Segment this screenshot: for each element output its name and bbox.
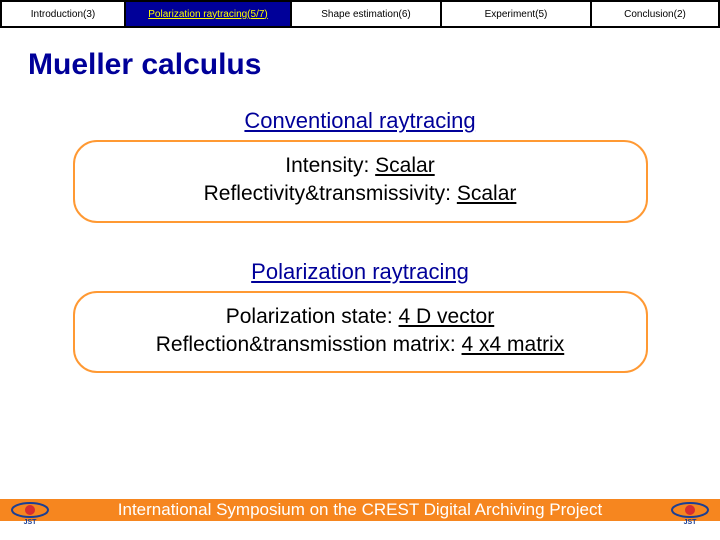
label-polarization-state: Polarization state: — [226, 305, 393, 328]
jst-logo-left-icon: JST — [10, 495, 50, 525]
nav-tabs: Introduction(3) Polarization raytracing(… — [0, 0, 720, 28]
pill-conventional: Intensity: Scalar Reflectivity&transmiss… — [73, 140, 648, 223]
footer-text: International Symposium on the CREST Dig… — [60, 500, 660, 520]
line-reflectivity: Reflectivity&transmissivity: Scalar — [101, 180, 620, 208]
value-polarization-state: 4 D vector — [399, 305, 495, 328]
pill-polarization: Polarization state: 4 D vector Reflectio… — [73, 291, 648, 374]
tab-polarization-raytracing[interactable]: Polarization raytracing(5/7) — [126, 2, 292, 26]
subtitle-conventional: Conventional raytracing — [0, 108, 720, 134]
tab-experiment[interactable]: Experiment(5) — [442, 2, 592, 26]
value-intensity: Scalar — [375, 154, 435, 177]
subtitle-polarization: Polarization raytracing — [0, 259, 720, 285]
svg-text:JST: JST — [24, 519, 38, 525]
label-reflectivity: Reflectivity&transmissivity: — [204, 182, 451, 205]
page-title: Mueller calculus — [0, 28, 720, 82]
line-rt-matrix: Reflection&transmisstion matrix: 4 x4 ma… — [101, 331, 620, 359]
tab-conclusion[interactable]: Conclusion(2) — [592, 2, 718, 26]
footer: JST International Symposium on the CREST… — [0, 492, 720, 528]
line-polarization-state: Polarization state: 4 D vector — [101, 303, 620, 331]
line-intensity: Intensity: Scalar — [101, 152, 620, 180]
svg-text:JST: JST — [684, 519, 698, 525]
tab-shape-estimation[interactable]: Shape estimation(6) — [292, 2, 442, 26]
slide: Introduction(3) Polarization raytracing(… — [0, 0, 720, 540]
value-reflectivity: Scalar — [457, 182, 517, 205]
label-intensity: Intensity: — [285, 154, 369, 177]
value-rt-matrix: 4 x4 matrix — [462, 333, 565, 356]
tab-introduction[interactable]: Introduction(3) — [2, 2, 126, 26]
jst-logo-right-icon: JST — [670, 495, 710, 525]
label-rt-matrix: Reflection&transmisstion matrix: — [156, 333, 456, 356]
